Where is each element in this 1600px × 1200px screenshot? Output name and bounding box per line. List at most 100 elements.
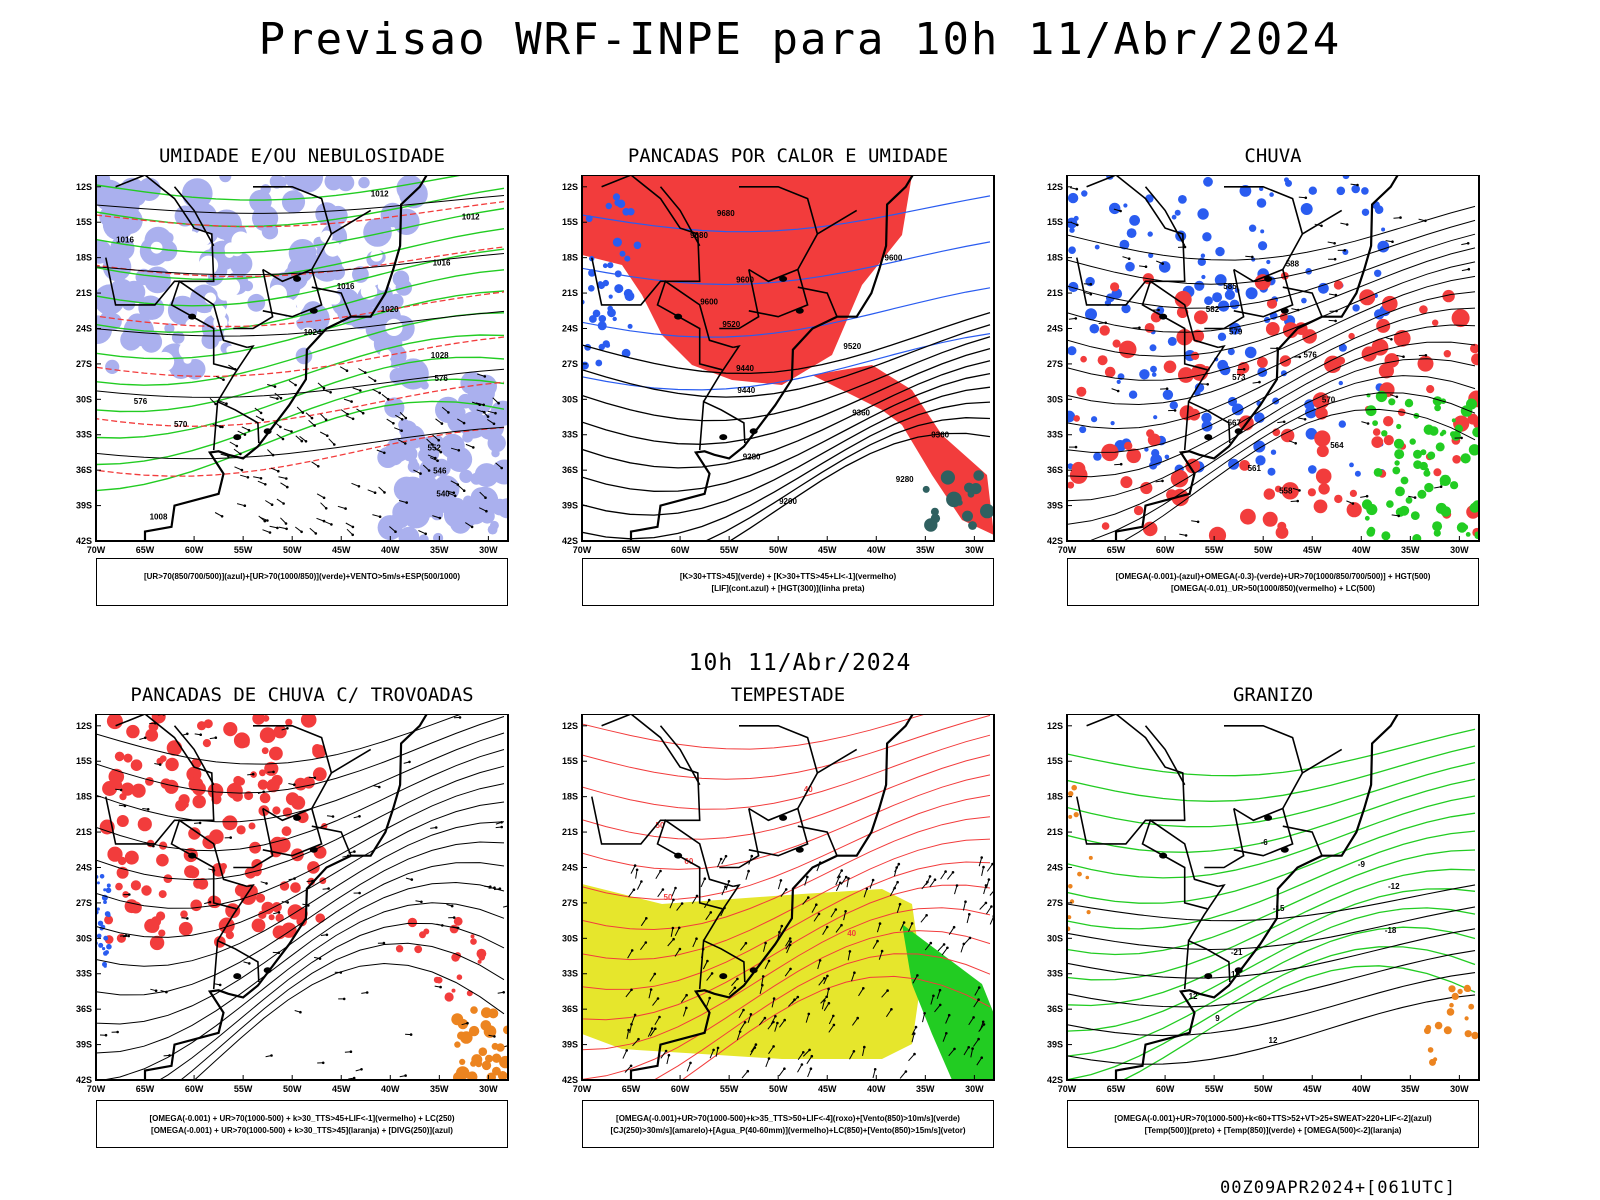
legend-umidade: [UR>70(850/700/500)](azul)+[UR>70(1000/8… (96, 558, 508, 606)
lat-tick-label: 36S (562, 465, 578, 475)
lon-tick-label: 35W (916, 1084, 935, 1094)
panel-title-umidade: UMIDADE E/OU NEBULOSIDADE (159, 145, 445, 167)
lat-tick-label: 42S (1047, 536, 1063, 546)
map-frame (581, 175, 995, 542)
contour-label: 9440 (737, 386, 755, 395)
contour-label: 40 (847, 929, 856, 938)
lat-tick-label: 12S (1047, 182, 1063, 192)
lat-tick-label: 30S (1047, 933, 1063, 943)
lon-tick-label: 60W (185, 545, 204, 555)
lat-tick-label: 18S (562, 253, 578, 263)
thunderstorm-red-south (395, 916, 487, 1002)
contour-label: 576 (435, 374, 449, 383)
map-panel-tempestade: 405060504012S15S18S21S24S27S30S33S36S39S… (562, 714, 995, 1094)
lat-tick-label: 30S (562, 933, 578, 943)
contour-label: 12 (1189, 992, 1198, 1001)
lat-tick-label: 39S (76, 1040, 92, 1050)
lon-tick-label: 55W (234, 545, 253, 555)
lon-tick-label: 45W (1303, 1084, 1322, 1094)
lon-tick-label: 30W (479, 545, 498, 555)
heat-humidity-area (922, 470, 994, 532)
lat-tick-label: 12S (76, 721, 92, 731)
contour-label: 9520 (722, 320, 740, 329)
lon-tick-label: 30W (965, 545, 984, 555)
contour-label: 588 (1286, 259, 1300, 268)
hgt300-contours (582, 311, 991, 541)
lat-tick-label: 39S (1047, 501, 1063, 511)
lat-tick-label: 18S (1047, 792, 1063, 802)
omega-green (1361, 390, 1479, 541)
lat-tick-label: 18S (562, 792, 578, 802)
lat-tick-label: 12S (562, 721, 578, 731)
lat-tick-label: 27S (562, 359, 578, 369)
map-frame (581, 714, 995, 1081)
contour-label: 9360 (852, 408, 870, 417)
lat-tick-label: 24S (1047, 863, 1063, 873)
contour-label: 546 (433, 466, 447, 475)
contour-label: 50 (656, 821, 665, 830)
lat-tick-label: 30S (1047, 394, 1063, 404)
lon-tick-label: 30W (479, 1084, 498, 1094)
legend-granizo: [OMEGA(-0.001)+UR>70(1000-500)+k<60+TTS>… (1067, 1100, 1479, 1148)
lon-tick-label: 60W (1156, 545, 1175, 555)
lat-tick-label: 36S (1047, 465, 1063, 475)
lon-tick-label: 40W (1352, 1084, 1371, 1094)
lon-tick-label: 45W (1303, 545, 1322, 555)
lon-tick-label: 65W (1107, 545, 1126, 555)
lat-tick-label: 15S (1047, 756, 1063, 766)
model-run-stamp: 00Z09APR2024+[061UTC] (1220, 1178, 1456, 1198)
lon-tick-label: 35W (1401, 545, 1420, 555)
legend-line: [OMEGA(-0.001)-(azul)+OMEGA(-0.3)-(verde… (1115, 572, 1431, 581)
contour-label: 9600 (736, 276, 754, 285)
lon-tick-label: 70W (1058, 1084, 1077, 1094)
contour-label: 9280 (743, 453, 761, 462)
lon-tick-label: 30W (965, 1084, 984, 1094)
lat-tick-label: 30S (76, 394, 92, 404)
lat-tick-label: 21S (562, 827, 578, 837)
lon-tick-label: 40W (381, 545, 400, 555)
contour-label: 1016 (433, 259, 451, 268)
green-contours (96, 175, 505, 492)
contour-label: 9600 (700, 298, 718, 307)
lon-tick-label: 35W (916, 545, 935, 555)
lat-tick-label: 24S (76, 324, 92, 334)
humidity-area-south (377, 367, 508, 541)
instability-area-south (812, 365, 994, 535)
streamline-arrows (99, 714, 508, 1080)
lat-tick-label: 30S (562, 394, 578, 404)
precipitable-water-contours (582, 714, 991, 1080)
lat-tick-label: 36S (562, 1004, 578, 1014)
contour-label: 9 (1215, 1014, 1220, 1023)
contour-label: 9360 (931, 431, 949, 440)
contour-label: -21 (1231, 948, 1243, 957)
lon-tick-label: 70W (87, 1084, 106, 1094)
lat-tick-label: 15S (562, 217, 578, 227)
panel-title-trovoadas: PANCADAS DE CHUVA C/ TROVOADAS (130, 684, 474, 706)
legend-tempestade: [OMEGA(-0.001)+UR>70(1000-500)+k>35_TTS>… (582, 1100, 994, 1148)
contour-label: 552 (428, 443, 442, 452)
contour-label: 9680 (717, 209, 735, 218)
legend-line: [OMEGA(-0.001)+UR>70(1000-500)+k>35_TTS>… (616, 1114, 960, 1123)
contour-label: 1012 (371, 190, 389, 199)
lat-tick-label: 30S (76, 933, 92, 943)
contour-label: 1020 (381, 305, 399, 314)
lat-tick-label: 21S (1047, 827, 1063, 837)
legend-trovoadas: [OMEGA(-0.001) + UR>70(1000-500) + k>30_… (96, 1100, 508, 1148)
lat-tick-label: 42S (76, 1075, 92, 1085)
lon-tick-label: 60W (671, 1084, 690, 1094)
legend-line: [CJ(250)>30m/s](amarelo)+[Agua_P(40-60mm… (610, 1126, 966, 1135)
pressure-contours (96, 195, 505, 460)
lat-tick-label: 33S (1047, 430, 1063, 440)
lon-tick-label: 60W (1156, 1084, 1175, 1094)
lat-tick-label: 36S (1047, 1004, 1063, 1014)
thunderstorm-red (99, 714, 328, 951)
contour-label: 1012 (462, 213, 480, 222)
lat-tick-label: 24S (562, 863, 578, 873)
contour-label: 12 (1269, 1036, 1278, 1045)
lon-tick-label: 35W (1401, 1084, 1420, 1094)
lat-tick-label: 15S (1047, 217, 1063, 227)
legend-line: [OMEGA(-0.001) + UR>70(1000-500) + k>30_… (149, 1114, 455, 1123)
page-title: Previsao WRF-INPE para 10h 11/Abr/2024 (258, 14, 1342, 65)
lon-tick-label: 45W (818, 1084, 837, 1094)
